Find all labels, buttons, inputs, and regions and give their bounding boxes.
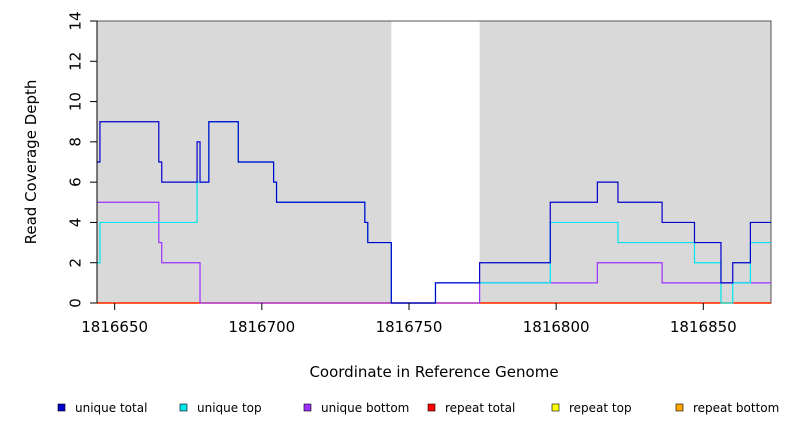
y-tick-label: 2	[67, 258, 85, 268]
legend-label: repeat bottom	[693, 401, 779, 415]
series-lines	[97, 121, 771, 304]
y-tick-label: 14	[67, 11, 85, 30]
y-tick-label: 0	[67, 298, 85, 308]
legend-label: unique top	[197, 401, 262, 415]
legend-label: repeat total	[445, 401, 515, 415]
legend-swatch	[303, 403, 312, 412]
x-tick-label: 1816700	[228, 318, 295, 336]
legend-label: repeat top	[569, 401, 632, 415]
y-tick-label: 10	[67, 92, 85, 111]
legend: unique total unique top unique bottom repea…	[57, 401, 779, 415]
y-tick-label: 4	[67, 218, 85, 228]
series-line-unique-total	[97, 121, 771, 304]
axes: 0 2 4 6 8 10 12 14 1816650 1816700 1816750 1816800 1…	[67, 11, 737, 336]
x-tick-label: 1816750	[376, 318, 443, 336]
x-axis-title: Coordinate in Reference Genome	[309, 363, 558, 381]
y-tick-label: 6	[67, 177, 85, 187]
legend-swatch	[551, 403, 560, 412]
legend-label: unique total	[75, 401, 147, 415]
x-tick-label: 1816650	[81, 318, 148, 336]
x-tick-label: 1816800	[523, 318, 590, 336]
x-tick-label: 1816850	[670, 318, 737, 336]
legend-label: unique bottom	[321, 401, 409, 415]
shaded-regions	[97, 21, 771, 303]
y-tick-label: 8	[67, 137, 85, 147]
series-line-unique-bottom	[97, 201, 771, 304]
legend-swatch	[179, 403, 188, 412]
legend-swatch	[57, 403, 66, 412]
shaded-region-1	[479, 21, 771, 303]
legend-swatch	[427, 403, 436, 412]
y-tick-label: 12	[67, 52, 85, 71]
y-axis-title: Read Coverage Depth	[22, 80, 40, 245]
legend-swatch	[675, 403, 684, 412]
